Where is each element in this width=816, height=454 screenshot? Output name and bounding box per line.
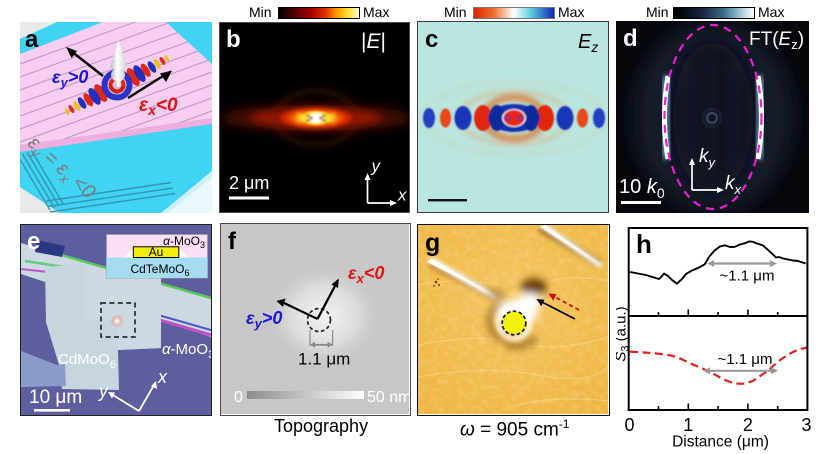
svg-text:CdMoO6: CdMoO6 [58, 351, 116, 371]
svg-text:x: x [157, 367, 168, 387]
svg-text:εy>0: εy>0 [52, 67, 88, 90]
svg-text:a: a [25, 26, 39, 53]
svg-text:FT(Ez): FT(Ez) [749, 29, 804, 52]
svg-text:10 μm: 10 μm [29, 387, 82, 408]
svg-text:2 μm: 2 μm [229, 173, 269, 193]
svg-text:g: g [425, 229, 440, 257]
svg-text:1: 1 [683, 415, 693, 435]
svg-text:α-MoO3: α-MoO3 [163, 234, 205, 250]
svg-text:2: 2 [743, 415, 753, 435]
svg-text:x: x [397, 186, 407, 205]
svg-text:b: b [226, 26, 241, 53]
svg-text:~1.1 μm: ~1.1 μm [718, 351, 773, 368]
svg-text:0: 0 [234, 389, 243, 406]
svg-text:f: f [228, 228, 237, 255]
svg-text:d: d [623, 25, 638, 52]
svg-text:1.1 μm: 1.1 μm [298, 350, 350, 369]
svg-text:εy>0: εy>0 [246, 308, 282, 331]
svg-text:y: y [371, 157, 382, 176]
svg-text:CdTeMoO6: CdTeMoO6 [130, 262, 189, 278]
svg-text:~1.1 μm: ~1.1 μm [720, 268, 775, 285]
svg-text:S3 (a.u.): S3 (a.u.) [616, 306, 632, 361]
svg-text:Au: Au [149, 245, 164, 259]
svg-text:c: c [425, 26, 438, 53]
svg-text:|E|: |E| [361, 30, 386, 53]
svg-text:Distance (μm): Distance (μm) [672, 434, 769, 451]
svg-text:y: y [97, 381, 109, 401]
svg-text:e: e [27, 228, 40, 255]
svg-text:α-MoO3: α-MoO3 [162, 341, 211, 361]
svg-text:h: h [636, 229, 652, 259]
svg-text:3: 3 [801, 415, 811, 435]
svg-text:εx<0: εx<0 [139, 95, 178, 118]
svg-text:0: 0 [624, 415, 634, 435]
svg-text:εx<0: εx<0 [348, 263, 384, 286]
svg-text:50 nm: 50 nm [367, 389, 409, 406]
